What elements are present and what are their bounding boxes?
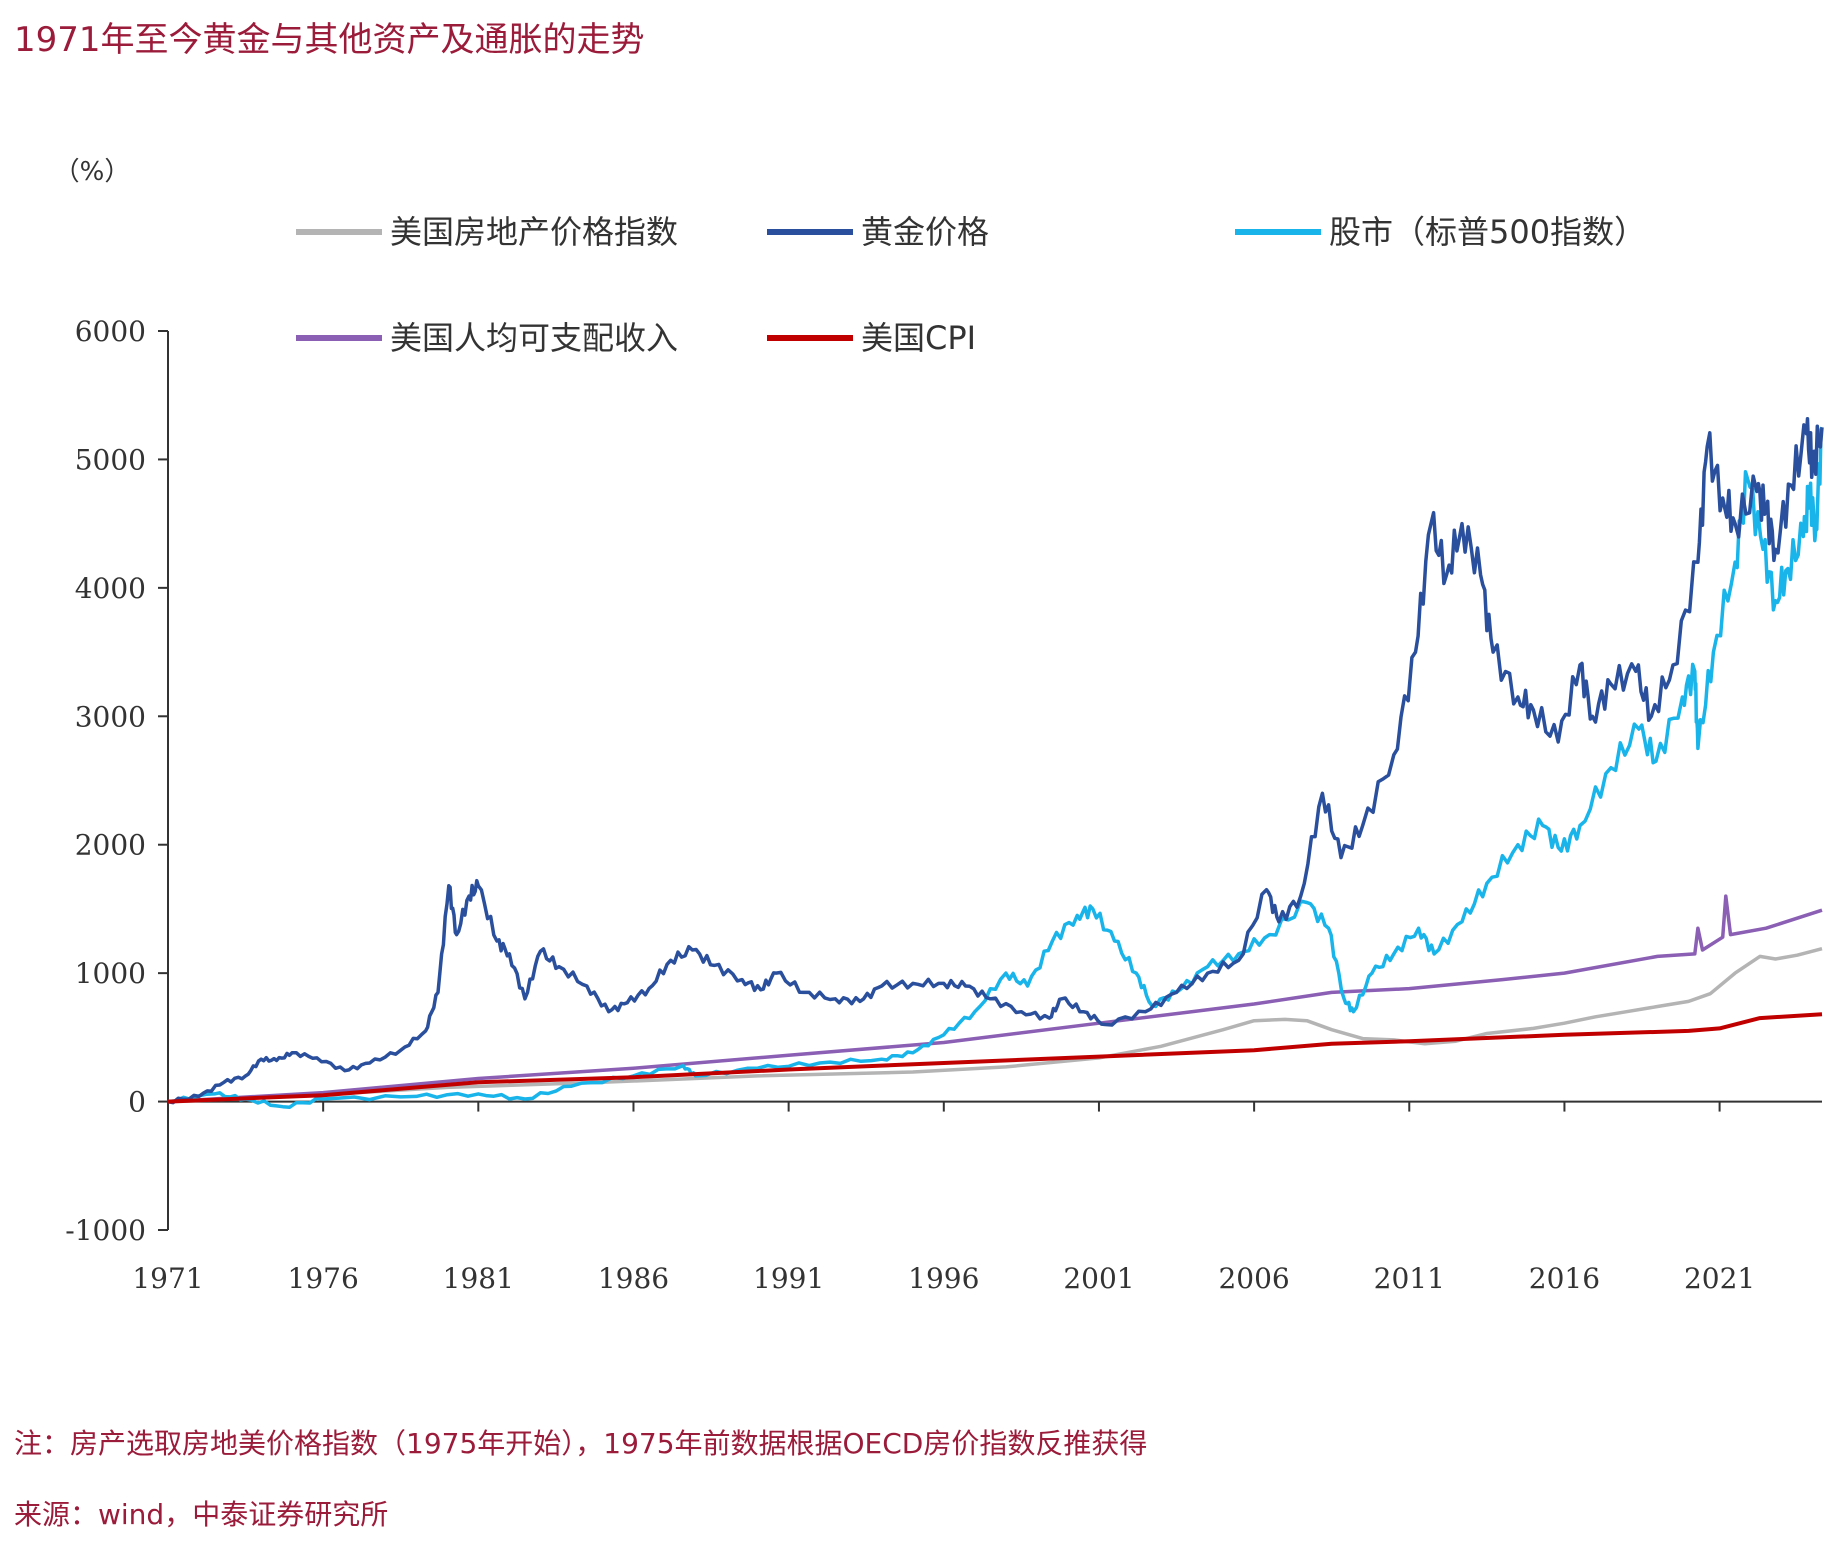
series-line-2 xyxy=(167,426,1824,1110)
x-tick-label: 2006 xyxy=(1218,1262,1289,1295)
y-tick-label: 4000 xyxy=(75,572,146,605)
x-tick-label: 2016 xyxy=(1529,1262,1600,1295)
legend-label: 美国CPI xyxy=(861,319,976,357)
x-tick-label: 1971 xyxy=(132,1262,203,1295)
y-tick-label: 0 xyxy=(128,1086,146,1119)
y-tick-label: 6000 xyxy=(75,315,146,348)
y-tick-label: 2000 xyxy=(75,829,146,862)
x-tick-label: 2011 xyxy=(1374,1262,1445,1295)
series-line-4 xyxy=(167,1012,1823,1104)
x-tick-label: 1981 xyxy=(443,1262,514,1295)
x-tick-label: 1986 xyxy=(598,1262,669,1295)
x-tick-label: 2001 xyxy=(1063,1262,1134,1295)
y-tick-label: 1000 xyxy=(75,957,146,990)
chart-title: 1971年至今黄金与其他资产及通胀的走势 xyxy=(14,20,645,60)
x-tick-label: 1976 xyxy=(288,1262,359,1295)
line-chart: （%） 美国房地产价格指数 黄金价格 股市（标普500指数） 美国人均可支配收入 美国C… xyxy=(54,157,1824,1295)
x-tick-label: 1996 xyxy=(908,1262,979,1295)
svg-text:（%）: （%） xyxy=(54,157,131,187)
y-tick-label: 5000 xyxy=(75,443,146,476)
x-axis: 1971 1976 1981 1986 1991 1996 2001 2006 2011 2016… xyxy=(132,1100,1822,1295)
series-line-1 xyxy=(167,417,1824,1105)
series-layer xyxy=(167,417,1824,1110)
y-tick-label: -1000 xyxy=(65,1214,146,1247)
legend: 美国房地产价格指数 黄金价格 股市（标普500指数） 美国人均可支配收入 美国CPI xyxy=(296,213,1646,357)
legend-label: 美国人均可支配收入 xyxy=(390,319,678,357)
y-axis: -1000 0 1000 2000 3000 4000 5000 6000 xyxy=(65,315,169,1247)
y-axis-unit-label: （%） xyxy=(54,157,131,187)
chart-note: 注：房产选取房地美价格指数（1975年开始），1975年前数据根据OECD房价指… xyxy=(14,1427,1148,1460)
legend-label: 股市（标普500指数） xyxy=(1329,213,1646,251)
x-tick-label: 1991 xyxy=(753,1262,824,1295)
legend-label: 美国房地产价格指数 xyxy=(390,213,678,251)
legend-label: 黄金价格 xyxy=(861,213,989,251)
y-tick-label: 3000 xyxy=(75,700,146,733)
chart-source: 来源：wind，中泰证券研究所 xyxy=(14,1498,389,1531)
x-tick-label: 2021 xyxy=(1684,1262,1755,1295)
series-line-3 xyxy=(167,894,1823,1104)
